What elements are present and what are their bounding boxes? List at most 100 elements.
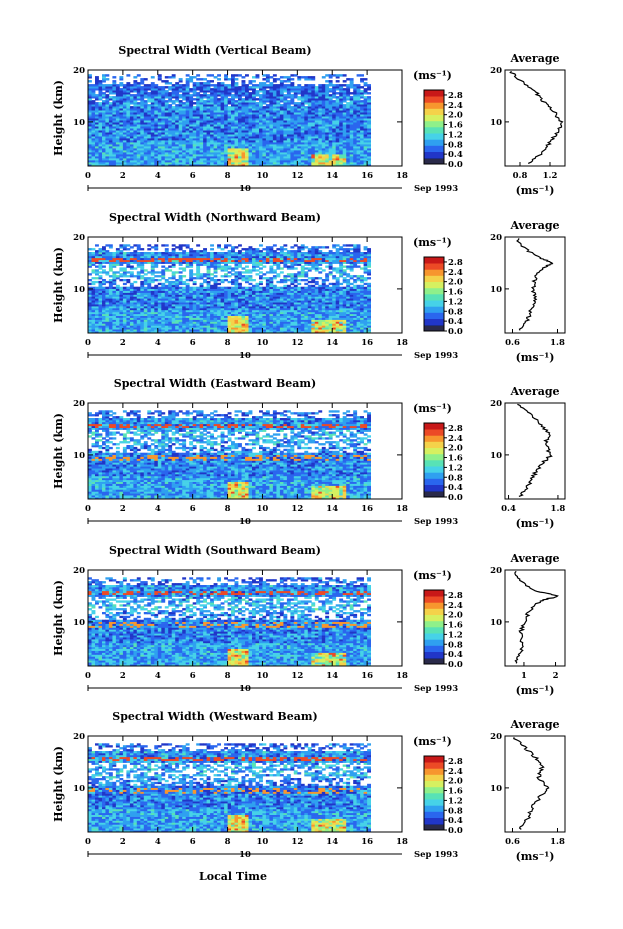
heatmap-cell: [265, 319, 270, 322]
heatmap-cell: [318, 300, 323, 303]
heatmap-cell: [112, 304, 117, 307]
heatmap-cell: [210, 323, 214, 326]
heatmap-cell: [283, 315, 288, 318]
heatmap-cell: [286, 92, 291, 95]
heatmap-cell: [126, 150, 131, 153]
heatmap-cell: [318, 317, 323, 320]
heatmap-cell: [105, 154, 110, 157]
heatmap-cell: [238, 142, 242, 145]
heatmap-cell: [265, 134, 270, 137]
heatmap-cell: [203, 132, 207, 135]
heatmap-cell: [115, 327, 120, 330]
heatmap-cell: [335, 140, 340, 143]
heatmap-cell: [129, 300, 134, 303]
heatmap-cell: [102, 132, 106, 135]
heatmap-cell: [168, 144, 173, 147]
heatmap-cell: [238, 74, 242, 77]
heatmap-cell: [245, 144, 249, 147]
heatmap-cell: [161, 98, 166, 101]
heatmap-cell: [199, 136, 204, 139]
heatmap-cell: [108, 321, 113, 324]
heatmap-cell: [367, 114, 371, 117]
heatmap-cell: [234, 321, 239, 324]
heatmap-cell: [140, 82, 145, 85]
heatmap-cell: [262, 82, 267, 85]
heatmap-cell: [304, 300, 309, 303]
heatmap-cell: [147, 130, 152, 133]
heatmap-cell: [224, 307, 228, 311]
heatmap-cell: [133, 148, 138, 151]
heatmap-cell: [360, 325, 364, 328]
heatmap-cell: [342, 317, 347, 320]
heatmap-cell: [332, 315, 337, 318]
heatmap-cell: [199, 300, 204, 303]
heatmap-cell: [203, 110, 207, 113]
heatmap-cell: [262, 304, 267, 307]
heatmap-cell: [122, 162, 127, 165]
heatmap-cell: [150, 140, 155, 143]
heatmap-cell: [112, 331, 117, 334]
heatmap-cell: [353, 325, 358, 328]
heatmap-cell: [168, 154, 173, 157]
heatmap-cell: [283, 307, 288, 311]
heatmap-cell: [279, 323, 284, 326]
heatmap-cell: [164, 158, 169, 161]
heatmap-cell: [241, 86, 246, 89]
heatmap-cell: [119, 300, 124, 303]
heatmap-cell: [164, 298, 169, 301]
heatmap-cell: [269, 152, 274, 155]
heatmap-cell: [88, 122, 92, 125]
heatmap-cell: [318, 315, 323, 318]
heatmap-cell: [241, 307, 246, 311]
heatmap-cell: [307, 302, 312, 305]
heatmap-cell: [318, 311, 323, 315]
heatmap-cell: [300, 150, 305, 153]
heatmap-cell: [279, 313, 284, 316]
heatmap-cell: [304, 331, 309, 334]
heatmap-cell: [307, 304, 312, 307]
heatmap-cell: [286, 138, 291, 141]
heatmap-cell: [283, 86, 288, 89]
heatmap-cell: [147, 309, 152, 313]
heatmap-cell: [248, 134, 253, 137]
heatmap-cell: [224, 331, 228, 334]
heatmap-cell: [314, 120, 319, 123]
heatmap-cell: [304, 302, 309, 305]
heatmap-cell: [328, 90, 333, 93]
heatmap-cell: [185, 142, 190, 145]
heatmap-cell: [143, 321, 148, 324]
heatmap-cell: [231, 108, 235, 111]
heatmap-cell: [311, 110, 316, 113]
heatmap-cell: [367, 306, 371, 309]
heatmap-cell: [102, 128, 106, 131]
heatmap-cell: [276, 142, 281, 145]
heatmap-cell: [248, 164, 253, 167]
heatmap-cell: [227, 296, 232, 299]
heatmap-cell: [91, 162, 96, 165]
heatmap-cell: [279, 140, 284, 143]
heatmap-cell: [182, 130, 187, 133]
heatmap-cell: [129, 96, 134, 99]
heatmap-cell: [210, 134, 214, 137]
heatmap-cell: [290, 118, 295, 121]
heatmap-cell: [332, 309, 337, 313]
heatmap-cell: [335, 104, 340, 107]
heatmap-cell: [245, 88, 249, 91]
heatmap-cell: [199, 331, 204, 334]
heatmap-cell: [265, 136, 270, 139]
heatmap-cell: [126, 311, 131, 315]
heatmap-cell: [363, 160, 368, 163]
heatmap-cell: [339, 319, 344, 322]
heatmap-cell: [321, 148, 326, 151]
heatmap-cell: [189, 304, 194, 307]
heatmap-cell: [126, 96, 131, 99]
heatmap-cell: [248, 313, 253, 316]
heatmap-cell: [262, 128, 267, 131]
heatmap-cell: [231, 306, 235, 309]
heatmap-cell: [112, 106, 117, 109]
heatmap-cell: [196, 92, 201, 95]
heatmap-cell: [203, 90, 207, 93]
heatmap-cell: [252, 134, 256, 137]
heatmap-cell: [272, 84, 277, 87]
heatmap-cell: [363, 298, 368, 301]
